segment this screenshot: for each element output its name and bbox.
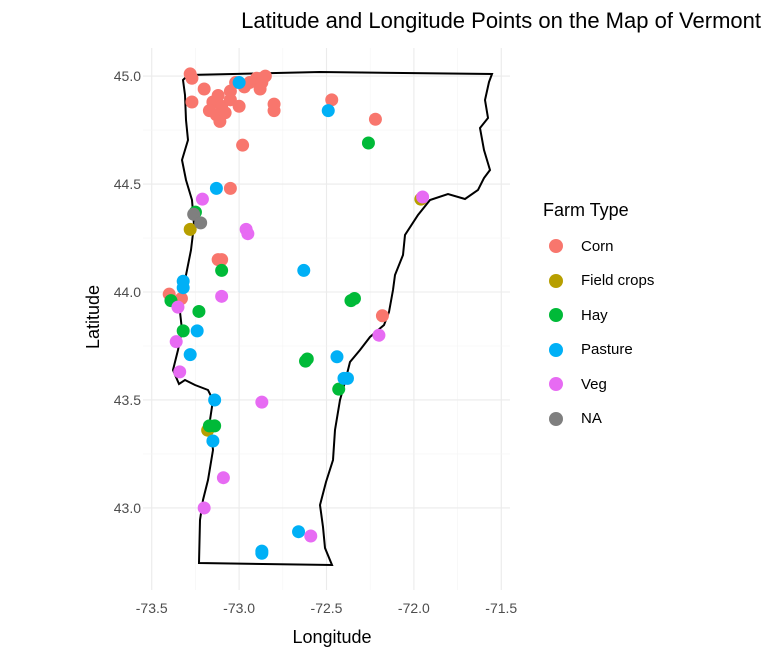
data-point-veg [372, 328, 386, 342]
data-point-veg [197, 501, 211, 515]
y-tick-label: 43.0 [114, 500, 141, 516]
data-point-pasture [183, 348, 197, 362]
data-point-corn [215, 253, 229, 267]
legend-item-na: NA [543, 402, 654, 437]
legend-item-pasture: Pasture [543, 333, 654, 368]
data-point-veg [241, 227, 255, 241]
data-point-corn [185, 95, 199, 109]
x-axis-ticks: -73.5 -73.0 -72.5 -72.0 -71.5 [136, 600, 518, 616]
legend-swatch [549, 377, 563, 392]
data-point-hay [202, 419, 216, 433]
data-point-pasture [321, 104, 335, 118]
data-point-pasture [255, 546, 269, 560]
legend-title: Farm Type [543, 200, 629, 220]
data-point-field-crops [183, 222, 197, 236]
y-tick-label: 44.0 [114, 284, 141, 300]
data-point-hay [176, 324, 190, 338]
data-point-hay [192, 304, 206, 318]
x-tick-label: -72.0 [398, 600, 430, 616]
data-point-corn [253, 82, 267, 96]
legend-swatch [549, 239, 563, 254]
x-axis-title: Longitude [292, 627, 371, 647]
legend-item-hay: Hay [543, 298, 654, 333]
data-point-corn [267, 104, 281, 118]
data-point-hay [347, 291, 361, 305]
vermont-outline [171, 70, 494, 567]
y-tick-label: 43.5 [114, 392, 141, 408]
data-point-veg [215, 289, 229, 303]
data-point-pasture [340, 371, 354, 385]
legend-label: Field crops [581, 272, 655, 290]
y-axis-ticks: 43.0 43.5 44.0 44.5 45.0 [114, 68, 141, 516]
data-point-corn [218, 106, 232, 120]
legend-item-corn: Corn [543, 229, 654, 264]
legend-swatch [549, 411, 563, 426]
y-axis-title: Latitude [83, 285, 103, 349]
legend-swatch [549, 342, 563, 357]
data-point-corn [197, 82, 211, 96]
data-point-hay [361, 136, 375, 150]
legend-items: Corn Field crops Hay Pasture Veg NA [543, 229, 654, 436]
data-point-corn [185, 71, 199, 85]
data-point-corn [375, 309, 389, 323]
data-point-corn [325, 93, 339, 107]
data-point-corn [232, 99, 246, 113]
data-point-veg [304, 529, 318, 543]
legend-label: Hay [581, 306, 608, 324]
data-point-corn [258, 69, 272, 83]
data-point-pasture [330, 350, 344, 364]
data-point-pasture [209, 181, 223, 195]
data-point-corn [236, 138, 250, 152]
legend-item-veg: Veg [543, 367, 654, 402]
data-point-corn [368, 112, 382, 126]
chart-title: Latitude and Longitude Points on the Map… [241, 8, 761, 33]
data-point-na [194, 216, 208, 230]
data-point-pasture [190, 324, 204, 338]
legend-label: Veg [581, 375, 607, 393]
data-point-hay [299, 354, 313, 368]
legend-label: Corn [581, 237, 614, 255]
x-tick-label: -72.5 [311, 600, 343, 616]
data-point-pasture [176, 281, 190, 295]
data-point-pasture [297, 263, 311, 277]
legend-swatch [549, 308, 563, 323]
data-point-hay [215, 263, 229, 277]
x-tick-label: -71.5 [485, 600, 517, 616]
data-point-veg [216, 471, 230, 485]
data-point-pasture [292, 525, 306, 539]
data-point-hay [332, 382, 346, 396]
data-point-veg [169, 335, 183, 349]
grid-lines [143, 48, 510, 590]
data-point-pasture [232, 76, 246, 90]
data-point-corn [211, 89, 225, 103]
y-tick-label: 45.0 [114, 68, 141, 84]
legend-label: NA [581, 410, 602, 428]
data-point-veg [416, 190, 430, 204]
data-point-veg [173, 365, 187, 379]
data-point-veg [255, 395, 269, 409]
data-point-corn [223, 181, 237, 195]
x-tick-label: -73.5 [136, 600, 168, 616]
data-point-pasture [208, 393, 222, 407]
data-point-na [187, 207, 201, 221]
legend: Farm Type Corn Field crops Hay Pasture Veg NA [543, 200, 654, 436]
legend-item-field-crops: Field crops [543, 264, 654, 299]
data-point-veg [195, 192, 209, 206]
x-tick-label: -73.0 [223, 600, 255, 616]
data-point-pasture [206, 434, 220, 448]
scatter-points [162, 67, 430, 560]
legend-label: Pasture [581, 341, 633, 359]
data-point-veg [171, 300, 185, 314]
legend-swatch [549, 273, 563, 288]
y-tick-label: 44.5 [114, 176, 141, 192]
